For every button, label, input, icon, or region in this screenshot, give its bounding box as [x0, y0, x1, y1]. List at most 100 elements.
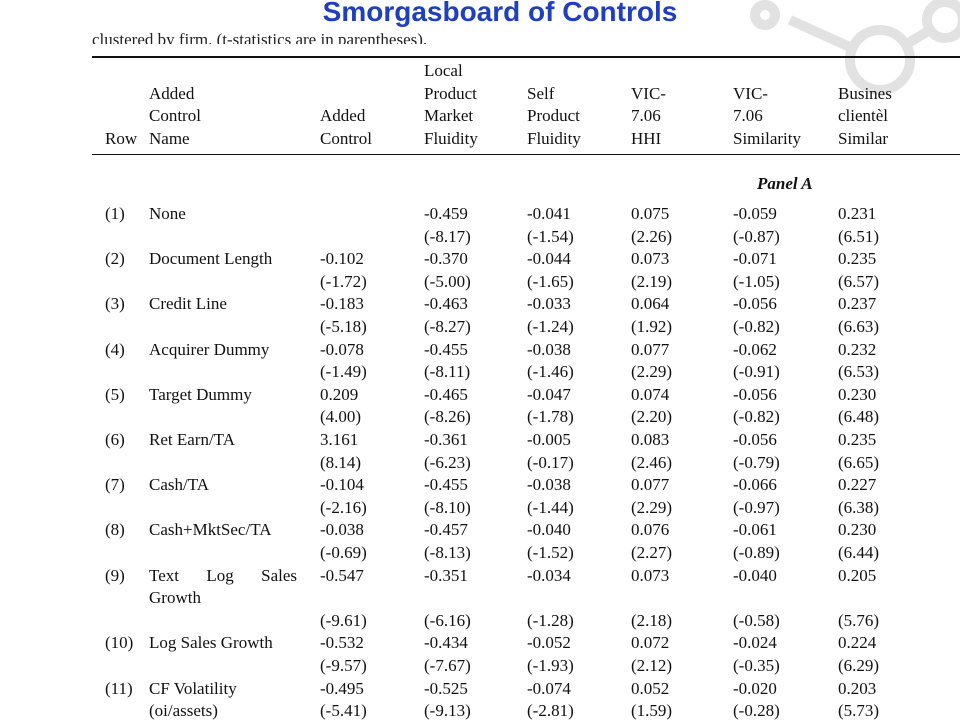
coefficient: -0.047: [527, 384, 571, 404]
coefficient: -0.361: [424, 430, 468, 449]
t-statistic: (-7.67): [424, 656, 471, 675]
column-header: HHI: [631, 129, 662, 148]
column-header: clientèl: [838, 106, 889, 126]
row-number: (9): [105, 565, 125, 585]
coefficient: 0.073: [631, 249, 670, 269]
column-header: Market: [424, 106, 474, 126]
t-statistic: (-5.41): [320, 701, 367, 720]
t-statistic: (6.48): [838, 407, 880, 427]
coefficient: -0.024: [733, 633, 777, 653]
t-statistic: (-2.81): [527, 701, 574, 720]
t-statistic: (5.73): [838, 701, 880, 720]
t-statistic: (-0.79): [733, 452, 780, 472]
row-number: (3): [105, 294, 125, 314]
coefficient: -0.059: [733, 204, 777, 223]
t-statistic: (6.51): [838, 226, 880, 246]
t-statistic: (-1.93): [527, 656, 574, 675]
t-statistic: (1.92): [631, 317, 673, 336]
t-statistic: (2.18): [631, 610, 673, 630]
coefficient: -0.005: [527, 430, 571, 449]
t-statistic: (-8.26): [424, 407, 471, 427]
t-statistic: (-0.58): [733, 610, 780, 630]
coefficient: -0.061: [733, 520, 777, 540]
coefficient: 3.161: [320, 430, 359, 449]
coefficient: 0.052: [631, 678, 670, 698]
caption: clustered by firm. (t-statistics are in …: [92, 30, 428, 44]
t-statistic: (-6.16): [424, 610, 471, 630]
coefficient: -0.434: [424, 633, 468, 653]
coefficient: -0.062: [733, 339, 777, 359]
row-name: Target Dummy: [149, 384, 252, 404]
coefficient: 0.077: [631, 339, 670, 359]
column-header: VIC-: [631, 83, 666, 103]
coefficient: -0.071: [733, 249, 777, 269]
t-statistic: (-0.28): [733, 701, 780, 720]
t-statistic: (-8.13): [424, 543, 471, 562]
column-header: Busines: [838, 83, 892, 103]
row-number: (10): [105, 633, 134, 653]
t-statistic: (-0.91): [733, 362, 780, 382]
row-number: (1): [105, 204, 125, 223]
column-header: Fluidity: [527, 129, 581, 148]
t-statistic: (-0.35): [733, 656, 780, 675]
coefficient: -0.455: [424, 475, 468, 495]
column-header: Self: [527, 83, 555, 103]
row-number: (2): [105, 249, 125, 269]
t-statistic: (-6.23): [424, 452, 471, 472]
coefficient: 0.072: [631, 633, 670, 653]
column-header: Added: [320, 106, 366, 126]
coefficient: -0.465: [424, 384, 468, 404]
coefficient: -0.056: [733, 430, 777, 449]
t-statistic: (1.59): [631, 701, 673, 720]
coefficient: -0.033: [527, 294, 571, 314]
coefficient: -0.066: [733, 475, 777, 495]
coefficient: -0.547: [320, 565, 364, 585]
t-statistic: (-8.10): [424, 497, 471, 517]
coefficient: -0.370: [424, 249, 468, 269]
coefficient: 0.077: [631, 475, 670, 495]
t-statistic: (2.19): [631, 271, 673, 291]
column-header: 7.06: [631, 106, 661, 126]
coefficient: -0.034: [527, 565, 571, 585]
coefficient: -0.040: [527, 520, 571, 540]
row-name: None: [149, 204, 186, 223]
t-statistic: (-8.17): [424, 226, 471, 246]
t-statistic: (-0.97): [733, 497, 780, 517]
coefficient: -0.459: [424, 204, 468, 223]
column-header: Control: [149, 106, 201, 126]
column-header: VIC-: [733, 83, 768, 103]
t-statistic: (6.65): [838, 452, 880, 472]
t-statistic: (6.53): [838, 362, 880, 382]
t-statistic: (4.00): [320, 407, 362, 427]
t-statistic: (-5.18): [320, 317, 367, 336]
coefficient: -0.495: [320, 678, 364, 698]
column-header: Product: [527, 106, 580, 126]
row-name: Text Log Sales Growth: [149, 565, 297, 607]
t-statistic: (2.26): [631, 226, 673, 246]
column-header: Local: [424, 61, 463, 81]
column-header: Fluidity: [424, 129, 478, 148]
coefficient: 0.230: [838, 384, 877, 404]
rule: [92, 154, 960, 155]
t-statistic: (8.14): [320, 452, 362, 472]
row-name: Acquirer Dummy: [149, 339, 270, 359]
column-header: Row: [105, 129, 138, 148]
t-statistic: (6.63): [838, 317, 880, 336]
row-name: (oi/assets): [149, 701, 218, 720]
rule: [92, 56, 960, 58]
coefficient: -0.532: [320, 633, 364, 653]
coefficient: -0.052: [527, 633, 571, 653]
coefficient: -0.038: [527, 475, 571, 495]
coefficient: 0.232: [838, 339, 877, 359]
t-statistic: (-1.24): [527, 317, 574, 336]
row-name: Log Sales Growth: [149, 633, 273, 653]
coefficient: -0.020: [733, 678, 777, 698]
coefficient: -0.463: [424, 294, 468, 314]
coefficient: 0.203: [838, 678, 877, 698]
t-statistic: (-0.69): [320, 543, 367, 562]
t-statistic: (-1.65): [527, 271, 574, 291]
coefficient: -0.041: [527, 204, 571, 223]
t-statistic: (2.12): [631, 656, 673, 675]
coefficient: 0.074: [631, 384, 670, 404]
